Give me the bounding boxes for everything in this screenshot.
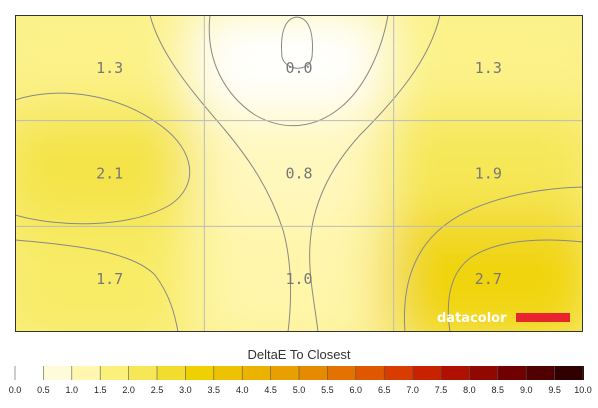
cell-value-label: 2.1 bbox=[96, 165, 123, 183]
color-scale-tick-label: 10.0 bbox=[574, 385, 592, 395]
color-scale-swatch bbox=[128, 366, 157, 380]
color-scale-swatch bbox=[43, 366, 72, 380]
cell-value-label: 1.9 bbox=[475, 165, 502, 183]
heat-cell-r1-c1 bbox=[194, 110, 404, 237]
heatmap-border bbox=[15, 15, 583, 332]
color-scale-swatch bbox=[71, 366, 101, 380]
brand-accent-bar bbox=[516, 313, 570, 322]
color-scale-swatch bbox=[412, 366, 441, 380]
color-scale-swatch bbox=[327, 366, 356, 380]
color-scale-swatch bbox=[441, 366, 470, 380]
color-scale-swatch bbox=[355, 366, 385, 380]
contour-line-right-top bbox=[309, 15, 441, 332]
color-scale-tick-label: 3.0 bbox=[179, 385, 192, 395]
grid-lines bbox=[15, 15, 583, 332]
color-scale-tick-label: 4.0 bbox=[236, 385, 249, 395]
contour-line-left-lobe bbox=[15, 92, 191, 225]
color-scale-swatch bbox=[299, 366, 328, 380]
color-scale-tick-label: 7.0 bbox=[406, 385, 419, 395]
color-scale-swatch bbox=[100, 366, 129, 380]
color-scale-swatch bbox=[497, 366, 527, 380]
color-scale-swatch bbox=[270, 366, 299, 380]
color-scale-swatch bbox=[384, 366, 413, 380]
heat-cell-r2-c1 bbox=[194, 216, 404, 332]
color-scale-tick-label: 9.0 bbox=[520, 385, 533, 395]
color-scale-tick-label: 0.0 bbox=[9, 385, 22, 395]
color-scale-legend: 0.0 0.5 1.0 1.5 2.0 2.5 3.0 3.5 4.0 4.5 5.0 5.5 6.0 6… bbox=[9, 366, 592, 395]
color-scale-swatch bbox=[213, 366, 243, 380]
chart-title: DeltaE To Closest bbox=[247, 347, 350, 362]
heat-cell-r2-c0 bbox=[15, 216, 215, 332]
brand-wordmark: datacolor bbox=[437, 311, 507, 326]
color-scale-swatch bbox=[469, 366, 498, 380]
color-scale-tick-label: 1.5 bbox=[94, 385, 107, 395]
contour-line-left-lower bbox=[15, 239, 179, 332]
cell-value-label: 1.3 bbox=[475, 59, 502, 77]
color-scale-swatch bbox=[157, 366, 186, 380]
color-scale-tick-label: 5.5 bbox=[321, 385, 334, 395]
color-scale-tick-label: 7.5 bbox=[435, 385, 448, 395]
color-scale-swatch bbox=[554, 366, 583, 380]
datacolor-logo: datacolor bbox=[437, 311, 570, 326]
color-scale-tick-label: 2.5 bbox=[151, 385, 164, 395]
color-scale-swatch bbox=[583, 366, 584, 380]
contour-line-top-center-inner bbox=[281, 16, 313, 69]
cell-value-label: 0.8 bbox=[285, 165, 312, 183]
color-scale-swatch bbox=[15, 366, 44, 380]
color-scale-tick-label: 0.5 bbox=[37, 385, 50, 395]
cell-value-label: 1.0 bbox=[285, 270, 312, 288]
color-scale-tick-label: 2.0 bbox=[122, 385, 135, 395]
heat-cell-r2-c2 bbox=[383, 216, 583, 332]
contour-line-left-top bbox=[149, 15, 292, 332]
color-scale-tick-label: 4.5 bbox=[264, 385, 277, 395]
cell-value-labels: 1.3 0.0 1.3 2.1 0.8 1.9 1.7 1.0 2.7 bbox=[96, 59, 502, 288]
color-scale-tick-label: 3.5 bbox=[208, 385, 221, 395]
color-scale-tick-label: 8.5 bbox=[492, 385, 505, 395]
contour-lines bbox=[15, 15, 583, 332]
color-scale-tick-label: 6.0 bbox=[350, 385, 363, 395]
color-scale-swatch bbox=[185, 366, 214, 380]
color-scale-tick-label: 1.0 bbox=[66, 385, 79, 395]
color-scale-swatch bbox=[526, 366, 555, 380]
cell-value-label: 2.7 bbox=[475, 270, 502, 288]
color-scale-swatch bbox=[242, 366, 271, 380]
heat-cell-r1-c2 bbox=[383, 110, 583, 237]
contour-line-top-center-outer bbox=[208, 15, 389, 127]
color-scale-tick-label: 5.0 bbox=[293, 385, 306, 395]
contour-line-right-inner bbox=[447, 239, 583, 332]
cell-value-label: 0.0 bbox=[285, 59, 312, 77]
cell-value-label: 1.7 bbox=[96, 270, 123, 288]
color-scale-tick-label: 6.5 bbox=[378, 385, 391, 395]
color-scale-tick-label: 8.0 bbox=[463, 385, 476, 395]
heatmap-color-field bbox=[15, 15, 583, 332]
heat-cell-r1-c0 bbox=[15, 110, 215, 237]
heatmap-plot-area: 1.3 0.0 1.3 2.1 0.8 1.9 1.7 1.0 2.7 datacolor bbox=[15, 15, 583, 332]
contour-line-right-lower bbox=[403, 186, 583, 332]
cell-value-label: 1.3 bbox=[96, 59, 123, 77]
color-scale-tick-label: 9.5 bbox=[548, 385, 561, 395]
